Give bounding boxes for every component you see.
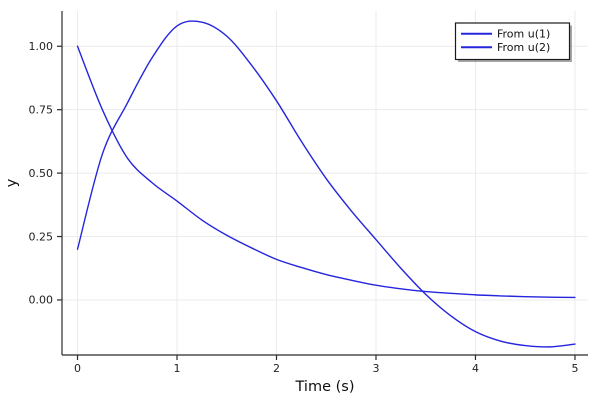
series-line-2 xyxy=(76,20,576,348)
x-axis-label: Time (s) xyxy=(295,379,355,395)
tick-labels: 0 1 2 3 4 5 0.00 0.25 0.50 0.75 1.00 xyxy=(29,40,579,375)
legend: From u(1) From u(2) xyxy=(454,22,572,62)
series-lines xyxy=(76,20,576,348)
y-tick-label: 0.25 xyxy=(29,230,54,243)
legend-label-u1: From u(1) xyxy=(497,28,550,41)
x-tick-label: 4 xyxy=(472,362,479,375)
x-tick-label: 5 xyxy=(571,362,578,375)
axes xyxy=(57,11,588,360)
legend-label-u2: From u(2) xyxy=(497,41,550,54)
x-tick-label: 0 xyxy=(74,362,81,375)
y-tick-label: 1.00 xyxy=(29,40,54,53)
legend-box xyxy=(454,22,571,61)
y-tick-label: 0.00 xyxy=(29,294,54,307)
y-tick-label: 0.50 xyxy=(29,167,54,180)
series-line-1 xyxy=(76,45,576,299)
x-tick-label: 2 xyxy=(273,362,280,375)
y-tick-label: 0.75 xyxy=(29,103,54,116)
x-tick-label: 1 xyxy=(174,362,181,375)
x-tick-label: 3 xyxy=(372,362,379,375)
y-axis-label: y xyxy=(4,178,20,187)
